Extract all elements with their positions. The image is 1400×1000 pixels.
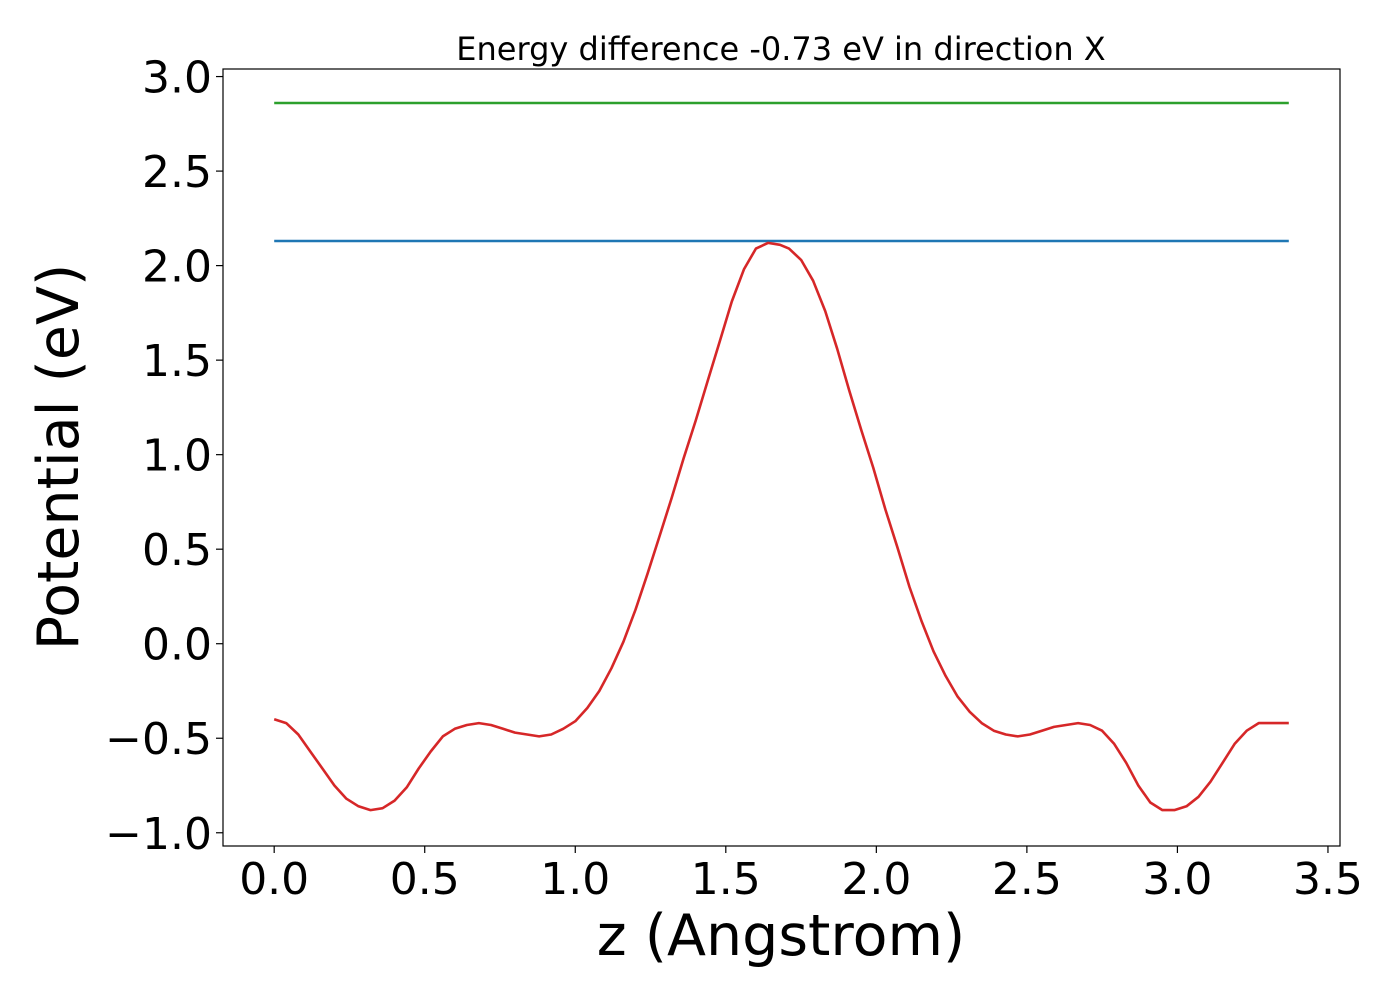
y-tick-label: 1.5 [142, 336, 212, 387]
y-tick-label: 0.5 [142, 525, 212, 576]
series-layer [273, 101, 1289, 812]
y-tick-label: 2.0 [142, 242, 212, 293]
y-tick-label: 1.0 [142, 431, 212, 482]
y-tick-label: 2.5 [142, 147, 212, 198]
x-tick-label: 1.5 [691, 854, 761, 905]
y-tick-label: 0.0 [142, 620, 212, 671]
x-tick-label: 1.0 [540, 854, 610, 905]
y-tick-label: 3.0 [142, 53, 212, 104]
y-tick-label: −0.5 [105, 714, 212, 765]
x-tick-label: 2.5 [992, 854, 1062, 905]
plot-area-frame [222, 68, 1341, 847]
x-axis: 0.0 0.5 1.0 1.5 2.0 2.5 3.0 3.5 [239, 846, 1363, 905]
x-tick-label: 2.0 [841, 854, 911, 905]
x-tick-label: 3.5 [1293, 854, 1363, 905]
x-tick-label: 3.0 [1142, 854, 1212, 905]
y-axis-label: Potential (eV) [26, 264, 92, 650]
x-axis-label: z (Angstrom) [597, 903, 965, 969]
x-tick-label: 0.5 [390, 854, 460, 905]
chart-title: Energy difference -0.73 eV in direction … [456, 30, 1105, 68]
series-line-2 [273, 241, 1289, 812]
x-tick-label: 0.0 [239, 854, 309, 905]
y-tick-label: −1.0 [105, 809, 212, 860]
y-axis: −1.0 −0.5 0.0 0.5 1.0 1.5 2.0 2.5 3.0 [105, 53, 223, 860]
